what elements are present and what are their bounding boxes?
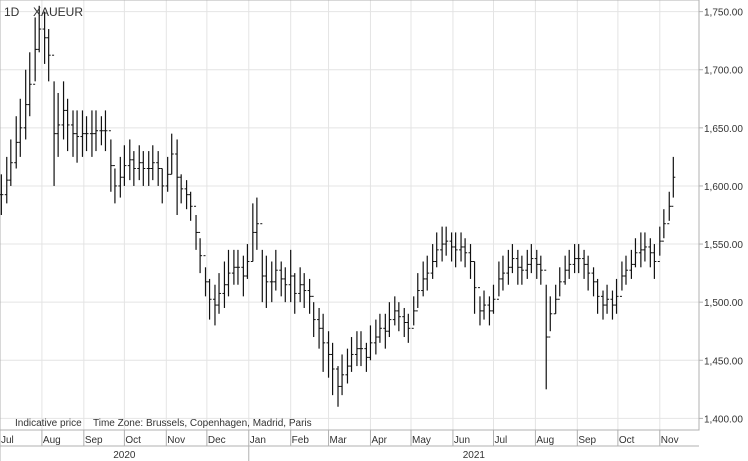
- x-tick-label: Aug: [43, 435, 61, 446]
- year-label: 2021: [463, 450, 486, 461]
- y-axis: 1,400.00 1,450.00 1,500.00 1,550.00 1,600.00…: [699, 8, 743, 425]
- interval-label: 1D: [4, 5, 20, 19]
- y-tick-label: 1,500.00: [704, 298, 743, 309]
- x-tick-label: Jul: [494, 435, 507, 446]
- y-tick-label: 1,400.00: [704, 414, 743, 425]
- x-tick-label: Jul: [1, 435, 14, 446]
- y-tick-label: 1,650.00: [704, 124, 743, 135]
- y-tick-label: 1,600.00: [704, 182, 743, 193]
- plot-frame: [0, 0, 700, 431]
- x-tick-label: Nov: [661, 435, 679, 446]
- ohlc-bars: [0, 5, 676, 407]
- y-tick-label: 1,750.00: [704, 8, 743, 19]
- x-tick-label: Jan: [250, 435, 266, 446]
- x-tick-label: Apr: [371, 435, 387, 446]
- x-tick-label: Dec: [208, 435, 226, 446]
- x-tick-label: Oct: [125, 435, 141, 446]
- indicative-price-note: Indicative price: [15, 418, 82, 429]
- y-tick-label: 1,450.00: [704, 356, 743, 367]
- x-axis: Jul Aug Sep Oct Nov Dec Jan Feb Mar Apr May Jun Jul A…: [0, 430, 699, 461]
- year-label: 2020: [113, 450, 136, 461]
- x-tick-label: Sep: [578, 435, 596, 446]
- x-tick-label: Nov: [167, 435, 185, 446]
- y-tick-label: 1,550.00: [704, 240, 743, 251]
- x-tick-label: Sep: [85, 435, 103, 446]
- grid: [0, 0, 699, 430]
- y-tick-label: 1,700.00: [704, 66, 743, 77]
- x-tick-label: May: [412, 435, 431, 446]
- timezone-note: Time Zone: Brussels, Copenhagen, Madrid,…: [93, 418, 312, 429]
- x-tick-label: Mar: [330, 435, 348, 446]
- x-tick-label: Feb: [292, 435, 310, 446]
- x-tick-label: Aug: [536, 435, 554, 446]
- symbol-label: XAUEUR: [33, 5, 83, 19]
- x-tick-label: Jun: [454, 435, 470, 446]
- x-tick-label: Oct: [619, 435, 635, 446]
